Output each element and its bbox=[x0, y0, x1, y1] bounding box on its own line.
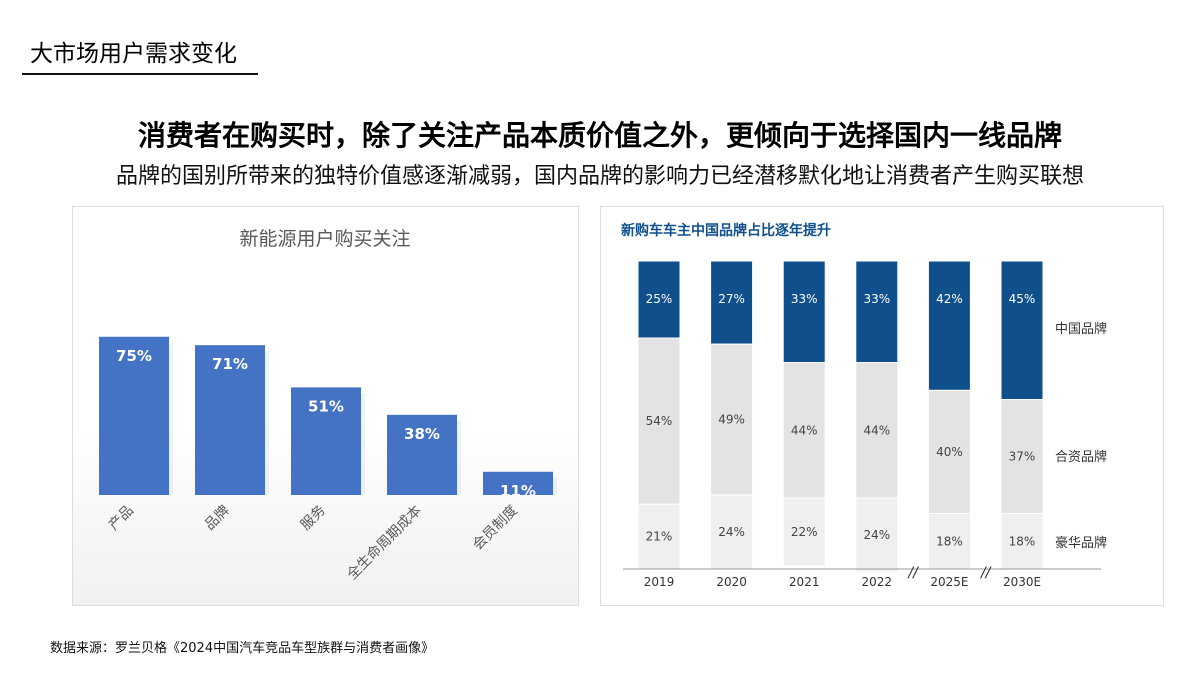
segment-data-label: 33% bbox=[863, 292, 890, 306]
category-label: 2019 bbox=[644, 575, 675, 589]
segment-data-label: 18% bbox=[936, 534, 963, 548]
stacked-segment bbox=[1000, 513, 1044, 570]
category-label: 服务 bbox=[298, 503, 329, 534]
stacked-segment bbox=[710, 260, 754, 345]
stacked-segment bbox=[855, 362, 899, 499]
stacked-segment bbox=[637, 260, 681, 339]
segment-data-label: 22% bbox=[791, 525, 818, 539]
segment-data-label: 24% bbox=[863, 528, 890, 542]
segment-data-label: 24% bbox=[718, 525, 745, 539]
subheadline: 品牌的国别所带来的独特价值感逐渐减弱，国内品牌的影响力已经潜移默化地让消费者产生… bbox=[115, 164, 1084, 189]
stacked-segment bbox=[782, 362, 826, 499]
chart-title: 新能源用户购买关注 bbox=[239, 228, 410, 250]
segment-data-label: 33% bbox=[791, 292, 818, 306]
stacked-segment bbox=[637, 503, 681, 570]
stacked-segment bbox=[927, 389, 971, 515]
stacked-segment bbox=[782, 260, 826, 364]
segment-data-label: 54% bbox=[646, 414, 673, 428]
segment-data-label: 44% bbox=[791, 423, 818, 437]
chart-title: 新购车车主中国品牌占比逐年提升 bbox=[621, 222, 831, 239]
legend-label: 豪华品牌 bbox=[1055, 535, 1107, 551]
bar bbox=[291, 387, 361, 495]
stacked-segment bbox=[855, 497, 899, 573]
bar-data-label: 75% bbox=[116, 347, 152, 365]
segment-data-label: 21% bbox=[646, 530, 673, 544]
purchase-focus-chart: 新能源用户购买关注 75% 产品 71% 品牌 51% 服务 38% 全生命周期成本 11% 会员制… bbox=[99, 228, 557, 583]
category-label: 品牌 bbox=[201, 502, 233, 534]
axis-break-mark: // bbox=[979, 565, 992, 581]
stacked-segment bbox=[637, 337, 681, 505]
category-label: 2022 bbox=[862, 575, 893, 589]
bar-data-label: 11% bbox=[500, 482, 536, 500]
segment-data-label: 49% bbox=[718, 413, 745, 427]
category-label: 全生命周期成本 bbox=[344, 502, 425, 583]
legend-label: 合资品牌 bbox=[1055, 449, 1107, 465]
purchase-focus-chart-panel: 新能源用户购买关注 75% 产品 71% 品牌 51% 服务 38% 全生命周期成本 11% 会员制… bbox=[72, 206, 579, 606]
bar bbox=[483, 471, 553, 495]
bar-data-label: 38% bbox=[404, 425, 440, 443]
bar bbox=[387, 414, 457, 495]
category-label: 2020 bbox=[716, 575, 747, 589]
page-section-title: 大市场用户需求变化 bbox=[30, 41, 237, 67]
stacked-segment bbox=[1000, 260, 1044, 401]
segment-data-label: 42% bbox=[936, 292, 963, 306]
brand-share-chart: 新购车车主中国品牌占比逐年提升 25% 54% 21% 2019 27% 49% 24% 202… bbox=[621, 222, 1107, 589]
segment-data-label: 25% bbox=[646, 292, 673, 306]
axis-break-mark: // bbox=[906, 565, 919, 581]
bar bbox=[99, 336, 169, 495]
category-label: 2030E bbox=[1003, 575, 1041, 589]
segment-data-label: 44% bbox=[863, 423, 890, 437]
data-source-note: 数据来源：罗兰贝格《2024中国汽车竞品车型族群与消费者画像》 bbox=[50, 641, 435, 656]
stacked-segment bbox=[710, 343, 754, 496]
bar bbox=[195, 345, 265, 495]
bar-data-label: 71% bbox=[212, 355, 248, 373]
brand-share-chart-panel: 新购车车主中国品牌占比逐年提升 25% 54% 21% 2019 27% 49% 24% 202… bbox=[600, 206, 1164, 606]
category-label: 2021 bbox=[789, 575, 820, 589]
headline: 消费者在购买时，除了关注产品本质价值之外，更倾向于选择国内一线品牌 bbox=[137, 119, 1062, 152]
segment-data-label: 18% bbox=[1009, 534, 1036, 548]
stacked-segment bbox=[710, 494, 754, 570]
title-underline bbox=[22, 73, 258, 75]
segment-data-label: 40% bbox=[936, 445, 963, 459]
segment-data-label: 37% bbox=[1009, 450, 1036, 464]
bar-data-label: 51% bbox=[308, 397, 344, 415]
stacked-segment bbox=[855, 260, 899, 364]
segment-data-label: 27% bbox=[718, 292, 745, 306]
stacked-segment bbox=[782, 497, 826, 567]
category-label: 产品 bbox=[106, 503, 137, 534]
stacked-segment bbox=[927, 513, 971, 570]
category-label: 会员制度 bbox=[470, 503, 521, 554]
legend-label: 中国品牌 bbox=[1055, 321, 1107, 337]
category-label: 2025E bbox=[930, 575, 968, 589]
stacked-segment bbox=[927, 260, 971, 391]
segment-data-label: 45% bbox=[1009, 292, 1036, 306]
